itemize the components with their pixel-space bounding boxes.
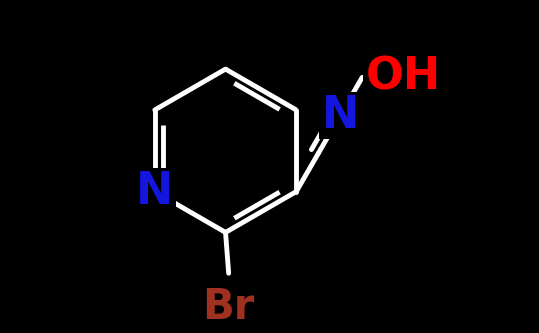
Text: OH: OH [365,56,440,99]
Text: N: N [136,170,174,213]
Text: Br: Br [203,286,255,328]
Text: N: N [322,94,359,137]
